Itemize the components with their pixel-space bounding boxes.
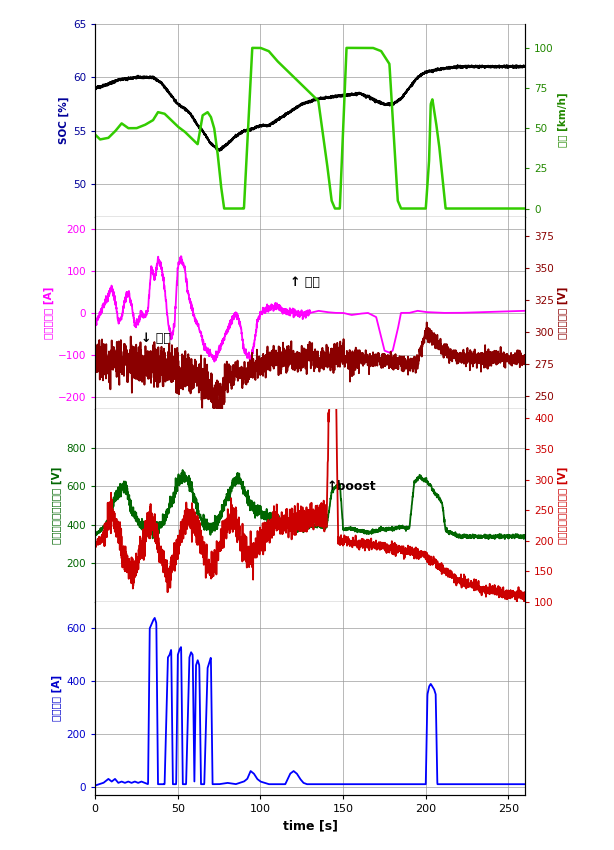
Y-axis label: 车速 [km/h]: 车速 [km/h] [558, 93, 568, 148]
Text: ↑boost: ↑boost [327, 480, 376, 493]
X-axis label: time [s]: time [s] [282, 819, 338, 832]
Y-axis label: 电池组电流 [A]: 电池组电流 [A] [44, 286, 53, 339]
Text: ↓ 充电: ↓ 充电 [141, 332, 171, 345]
Y-axis label: SOC [%]: SOC [%] [58, 96, 69, 144]
Text: ↑ 放电: ↑ 放电 [290, 275, 320, 289]
Y-axis label: 电池组电压 [V]: 电池组电压 [V] [558, 286, 569, 339]
Y-axis label: 升压转换器输出电压 [V]: 升压转换器输出电压 [V] [52, 467, 63, 544]
Y-axis label: 电堆电流 [A]: 电堆电流 [A] [52, 675, 63, 722]
Y-axis label: 升压转换器输入电压 [V]: 升压转换器输入电压 [V] [558, 467, 568, 544]
